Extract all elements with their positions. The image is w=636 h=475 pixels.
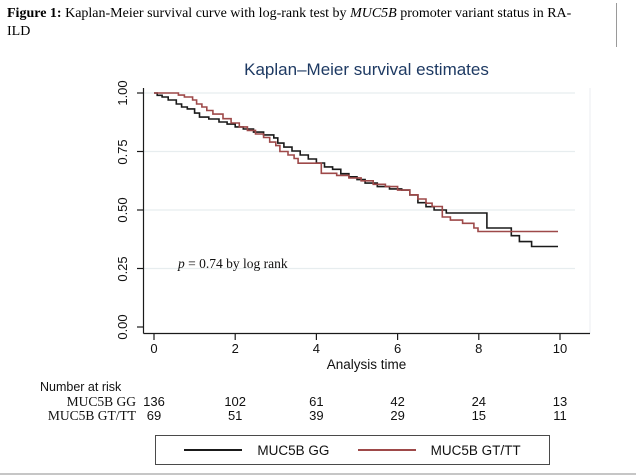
caption-figure-label: Figure 1: (7, 6, 62, 21)
risk-value: 13 (552, 394, 568, 409)
legend-label-gttt: MUC5B GT/TT (430, 442, 521, 458)
risk-value: 11 (553, 408, 567, 423)
page-bottom-border (0, 473, 636, 475)
y-tick-label: 1.00 (115, 80, 130, 106)
y-tick-label: 0.25 (115, 255, 130, 282)
chart-title: Kaplan–Meier survival estimates (244, 60, 489, 79)
legend-entry-gg: MUC5B GG (184, 443, 329, 458)
risk-value: 42 (390, 394, 405, 409)
caption-text-1: Kaplan-Meier survival curve with log-ran… (61, 6, 351, 21)
legend-line-gg (184, 449, 243, 451)
table-cell-border (616, 3, 617, 47)
x-tick-label: 4 (312, 341, 320, 356)
caption-text-2: promoter variant status in RA- (396, 6, 572, 21)
caption-gene-name: MUC5B (350, 6, 397, 21)
x-axis-title: Analysis time (326, 357, 407, 372)
risk-value: 39 (309, 408, 324, 423)
risk-value: 15 (471, 408, 487, 423)
risk-value: 69 (146, 408, 162, 423)
x-tick-label: 6 (393, 341, 402, 356)
risk-value: 29 (390, 408, 405, 423)
risk-table-header: Number at risk (40, 380, 122, 394)
km-curve-gg (154, 92, 558, 248)
risk-row-label: MUC5B GG (66, 394, 136, 409)
y-tick-label: 0.75 (115, 138, 130, 165)
legend-line-gttt (357, 449, 416, 451)
figure-caption: Figure 1: Kaplan-Meier survival curve wi… (7, 5, 623, 40)
legend-entry-gttt: MUC5B GT/TT (357, 442, 521, 458)
km-curve-gttt (154, 92, 558, 233)
risk-value: 51 (227, 408, 243, 423)
risk-value: 61 (309, 394, 324, 409)
x-tick-label: 0 (150, 341, 158, 356)
y-tick-label: 0.00 (115, 314, 130, 340)
x-tick-label: 10 (552, 341, 568, 356)
caption-line2: ILD (7, 23, 31, 39)
risk-row-label: MUC5B GT/TT (47, 408, 136, 423)
legend: MUC5B GG MUC5B GT/TT (155, 435, 550, 465)
y-tick-label: 0.50 (115, 197, 130, 223)
risk-value: 24 (471, 394, 487, 409)
risk-value: 102 (224, 394, 247, 409)
logrank-pvalue-annotation: p = 0.74 by log rank (178, 256, 288, 272)
pvalue-symbol: p (178, 256, 185, 271)
x-tick-label: 2 (231, 341, 239, 356)
legend-label-gg: MUC5B GG (257, 442, 330, 458)
risk-value: 136 (143, 394, 165, 409)
x-tick-label: 8 (475, 341, 483, 356)
pvalue-text: = 0.74 by log rank (184, 256, 288, 271)
